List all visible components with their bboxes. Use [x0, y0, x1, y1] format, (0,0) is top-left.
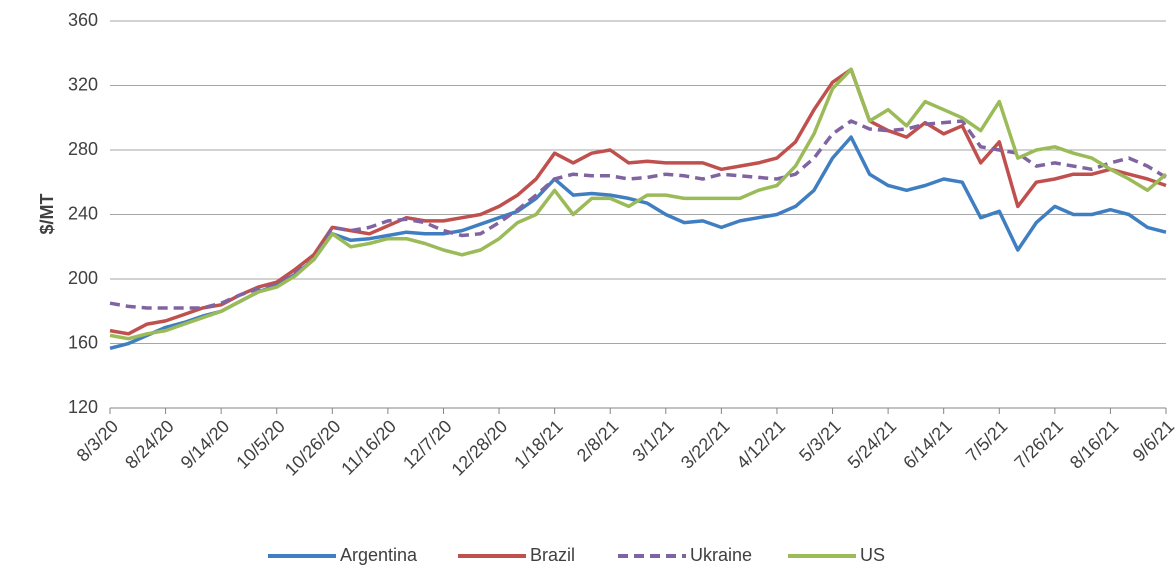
y-tick-label: 200: [68, 268, 98, 288]
y-tick-label: 360: [68, 10, 98, 30]
x-tick-label: 2/8/21: [573, 416, 623, 466]
x-tick-label: 1/18/21: [510, 416, 567, 473]
x-tick-label: 4/12/21: [733, 416, 790, 473]
x-tick-label: 8/3/20: [73, 416, 123, 466]
x-tick-label: 7/5/21: [962, 416, 1012, 466]
line-series: [109, 119, 1167, 310]
x-tick-label: 12/28/20: [448, 416, 512, 480]
x-tick-label: 8/24/20: [121, 416, 178, 473]
x-tick-label: 11/16/20: [337, 416, 400, 479]
legend-label: US: [860, 545, 885, 565]
y-tick-label: 120: [68, 397, 98, 417]
x-tick-label: 9/6/21: [1129, 416, 1176, 466]
y-tick-label: 280: [68, 139, 98, 159]
x-tick-label: 3/22/21: [677, 416, 734, 473]
y-tick-label: 160: [68, 332, 98, 352]
legend-label: Argentina: [340, 545, 418, 565]
x-tick-label: 5/24/21: [844, 416, 901, 473]
x-tick-label: 5/3/21: [795, 416, 845, 466]
x-tick-label: 10/26/20: [281, 416, 345, 480]
y-axis-label: $/MT: [37, 193, 57, 234]
x-tick-label: 6/14/21: [899, 416, 956, 473]
x-tick-label: 3/1/21: [628, 416, 678, 466]
legend-label: Ukraine: [690, 545, 752, 565]
x-tick-label: 12/7/20: [399, 416, 456, 473]
line-series: [109, 67, 1167, 336]
line-series: [109, 67, 1168, 341]
y-tick-label: 240: [68, 203, 98, 223]
y-tick-label: 320: [68, 74, 98, 94]
x-tick-label: 7/26/21: [1010, 416, 1067, 473]
x-tick-label: 8/16/21: [1066, 416, 1123, 473]
legend-label: Brazil: [530, 545, 575, 565]
x-tick-label: 9/14/20: [177, 416, 234, 473]
x-tick-label: 10/5/20: [232, 416, 289, 473]
